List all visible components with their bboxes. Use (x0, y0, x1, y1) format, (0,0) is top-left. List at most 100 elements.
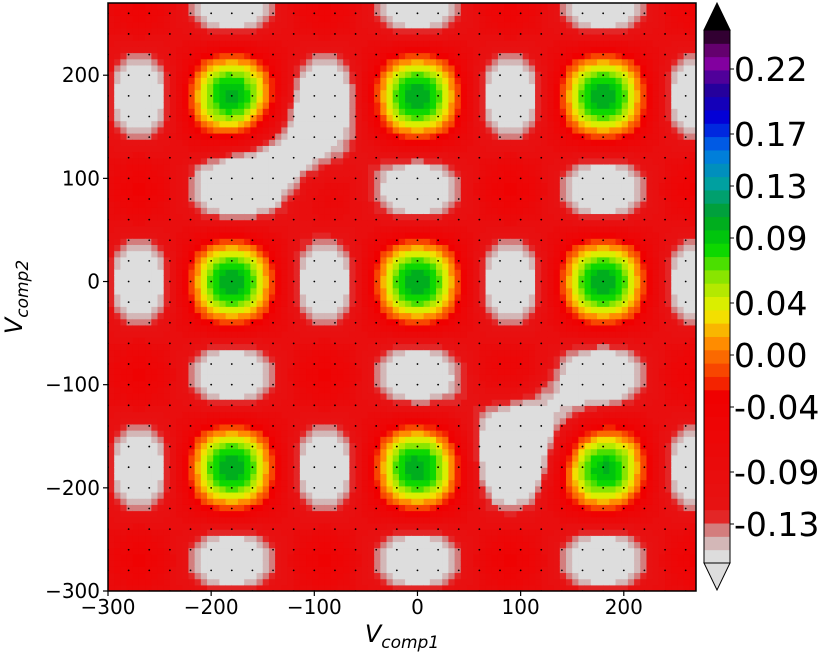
heatmap-cell (176, 238, 183, 245)
heatmap-cell (182, 430, 190, 437)
heatmap-cell (163, 541, 171, 549)
heatmap-cell (132, 473, 140, 481)
heatmap-cell (324, 58, 332, 66)
heatmap-cell (213, 9, 221, 16)
heatmap-cell (182, 498, 190, 505)
heatmap-cell (256, 547, 264, 555)
heatmap-cell (392, 250, 400, 258)
heatmap-cell (318, 114, 326, 122)
heatmap-cell (343, 324, 350, 332)
heatmap-cell (145, 522, 152, 530)
heatmap-cell (398, 201, 406, 208)
heatmap-cell (176, 256, 183, 264)
heatmap-cell (132, 541, 140, 549)
heatmap-cell (182, 349, 190, 357)
heatmap-cell (392, 194, 400, 202)
heatmap-cell (237, 139, 245, 146)
heatmap-cell (231, 46, 239, 54)
heatmap-cell (392, 40, 400, 47)
heatmap-cell (182, 33, 190, 41)
heatmap-cell (231, 312, 239, 320)
heatmap-cell (138, 300, 146, 307)
heatmap-cell (157, 361, 165, 369)
heatmap-cell (213, 219, 221, 227)
heatmap-cell (398, 33, 406, 41)
heatmap-cell (145, 219, 152, 227)
heatmap-cell (324, 132, 332, 140)
heatmap-cell (312, 132, 320, 140)
heatmap-cell (417, 163, 425, 171)
heatmap-cell (176, 213, 183, 221)
heatmap-cell (306, 293, 313, 301)
heatmap-cell (138, 361, 146, 369)
heatmap-cell (293, 188, 301, 196)
heatmap-cell (287, 71, 295, 78)
heatmap-cell (380, 566, 388, 574)
heatmap-cell (219, 318, 227, 326)
heatmap-cell (361, 15, 369, 23)
heatmap-cell (250, 207, 258, 215)
heatmap-cell (169, 219, 177, 227)
heatmap-cell (361, 213, 369, 221)
heatmap-cell (250, 473, 258, 481)
heatmap-cell (417, 553, 425, 561)
heatmap-cell (163, 343, 171, 351)
heatmap-cell (120, 541, 128, 549)
heatmap-cell (225, 516, 233, 524)
heatmap-cell (182, 485, 190, 493)
heatmap-cell (219, 213, 227, 221)
heatmap-cell (262, 71, 270, 78)
heatmap-cell (262, 262, 270, 270)
heatmap-cell (299, 194, 307, 202)
heatmap-cell (405, 516, 412, 524)
heatmap-cell (262, 448, 270, 456)
heatmap-cell (324, 287, 332, 295)
heatmap-cell (398, 386, 406, 394)
heatmap-cell (343, 83, 350, 91)
heatmap-cell (225, 361, 233, 369)
heatmap-cell (114, 40, 121, 47)
heatmap-cell (151, 71, 159, 78)
heatmap-cell (200, 207, 208, 215)
heatmap-cell (299, 201, 307, 208)
heatmap-cell (417, 522, 425, 530)
heatmap-cell (367, 213, 375, 221)
heatmap-cell (429, 256, 437, 264)
heatmap-cell (145, 232, 152, 239)
heatmap-cell (145, 442, 152, 450)
heatmap-cell (176, 275, 183, 283)
heatmap-cell (330, 467, 338, 474)
heatmap-cell (423, 293, 431, 301)
heatmap-cell (287, 566, 295, 574)
heatmap-cell (324, 170, 332, 177)
heatmap-cell (312, 58, 320, 66)
heatmap-cell (225, 324, 233, 332)
heatmap-cell (361, 584, 369, 591)
heatmap-cell (256, 52, 264, 60)
heatmap-cell (108, 71, 115, 78)
heatmap-cell (157, 578, 165, 586)
heatmap-cell (145, 250, 152, 258)
heatmap-cell (163, 151, 171, 159)
heatmap-cell (225, 201, 233, 208)
heatmap-cell (293, 442, 301, 450)
heatmap-cell (405, 194, 412, 202)
heatmap-cell (392, 139, 400, 146)
heatmap-cell (207, 516, 214, 524)
heatmap-cell (417, 182, 425, 190)
heatmap-cell (380, 485, 388, 493)
heatmap-cell (417, 374, 425, 382)
heatmap-cell (132, 108, 140, 116)
heatmap-cell (281, 40, 289, 47)
heatmap-cell (231, 324, 239, 332)
heatmap-cell (138, 467, 146, 474)
heatmap-cell (244, 461, 251, 468)
heatmap-cell (398, 176, 406, 184)
heatmap-cell (367, 430, 375, 437)
heatmap-cell (176, 423, 183, 431)
heatmap-cell (392, 151, 400, 159)
heatmap-cell (411, 3, 419, 10)
heatmap-cell (163, 21, 171, 29)
heatmap-cell (318, 188, 326, 196)
heatmap-cell (262, 250, 270, 258)
